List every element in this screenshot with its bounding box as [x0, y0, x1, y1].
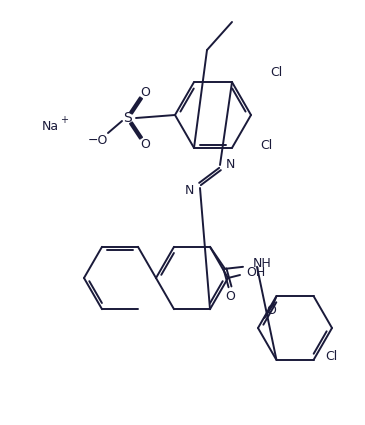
Text: N: N	[226, 159, 235, 172]
Text: OH: OH	[246, 266, 265, 280]
Text: S: S	[124, 111, 132, 125]
Text: NH: NH	[253, 257, 272, 270]
Text: O: O	[266, 304, 276, 317]
Text: +: +	[60, 115, 68, 125]
Text: Cl: Cl	[326, 349, 338, 363]
Text: O: O	[225, 290, 235, 303]
Text: Cl: Cl	[260, 139, 272, 153]
Text: O: O	[140, 138, 150, 150]
Text: Cl: Cl	[270, 65, 282, 79]
Text: N: N	[185, 184, 194, 196]
Text: −O: −O	[88, 133, 108, 147]
Text: Na: Na	[42, 119, 59, 133]
Text: O: O	[140, 85, 150, 99]
